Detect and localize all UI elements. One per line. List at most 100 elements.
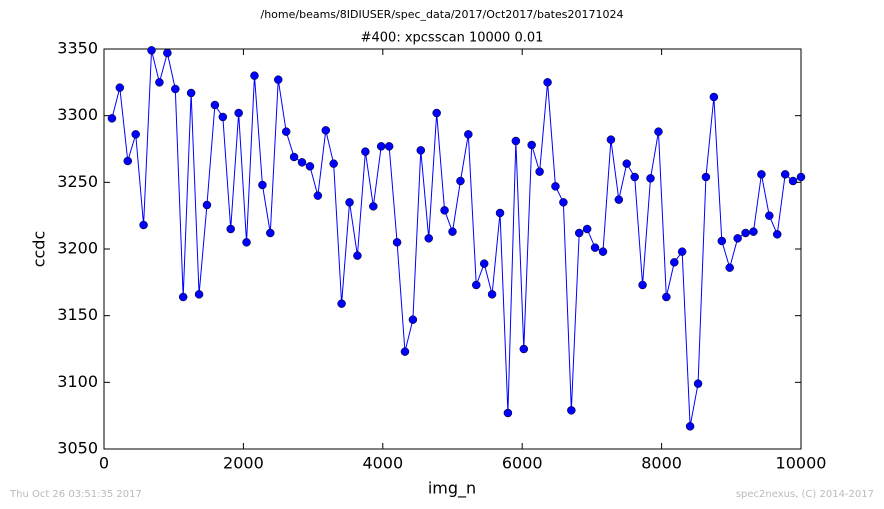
data-point [788,176,798,186]
data-point [479,259,489,268]
series-line [111,50,802,427]
data-point [218,112,228,122]
data-point [749,227,758,236]
data-point [472,280,481,290]
data-point [155,78,164,87]
data-point [376,142,386,151]
data-point [266,228,275,238]
footer-left: Thu Oct 26 03:51:35 2017 [9,489,142,500]
data-point [456,176,465,186]
data-point [400,347,410,356]
y-tick-label: 3250 [57,172,98,191]
data-point [369,202,378,211]
footer-right: spec2nexus, (C) 2014-2017 [736,489,874,500]
x-tick-label: 8000 [641,454,682,473]
x-tick-label: 4000 [362,454,403,473]
data-point [202,200,212,210]
data-point [503,408,513,418]
data-point [487,290,497,299]
data-point [519,344,529,354]
data-point [511,136,521,146]
data-point [408,315,418,324]
y-tick-label: 3050 [57,439,98,458]
chart-title: #400: xpcsscan 10000 0.01 [361,31,544,46]
data-point [416,146,426,155]
data-point [725,263,734,272]
data-point [115,83,125,92]
data-point [543,78,552,87]
data-point [638,280,647,290]
data-point [171,84,180,94]
x-tick-label: 10000 [776,454,827,473]
data-point [622,159,631,168]
data-point [313,191,323,200]
data-point [250,71,259,80]
data-point [178,292,188,302]
data-point [329,159,338,168]
data-point [693,379,703,388]
data-point [670,258,679,267]
data-point [495,208,505,218]
data-point [210,100,220,110]
data-point [551,182,560,191]
data-point [226,224,235,234]
data-point [337,299,346,308]
data-point [345,198,354,207]
y-tick-label: 3200 [57,239,98,258]
data-point [535,167,544,176]
data-point [574,228,584,238]
data-point [709,92,719,102]
data-point [685,422,695,431]
x-tick-label: 0 [99,454,109,473]
y-tick-label: 3100 [57,372,98,391]
data-point [559,198,568,207]
data-point [131,130,140,139]
data-point [123,156,133,166]
data-point [139,220,148,230]
data-point [590,243,600,252]
data-point [361,147,370,156]
data-point [194,290,204,299]
data-point [289,152,299,162]
data-point [598,247,608,256]
data-point [772,230,782,239]
suptitle: /home/beams/8IDIUSER/spec_data/2017/Oct2… [261,8,624,21]
data-point [614,195,624,204]
data-point [606,135,616,144]
data-point [654,127,663,136]
data-point [582,224,592,234]
data-point [242,238,251,247]
data-point [107,114,117,123]
data-point [646,174,655,183]
data-point [464,130,473,139]
data-point [281,127,291,136]
data-point [163,48,172,58]
data-point [567,406,576,415]
plot-frame [103,48,802,450]
data-point [258,180,267,190]
y-tick-label: 3350 [57,39,98,58]
data-point [527,140,536,150]
data-point [432,108,441,118]
data-point [147,46,156,55]
data-point [321,126,331,135]
x-tick-label: 2000 [223,454,264,473]
data-point [765,211,774,220]
data-point [757,170,766,179]
data-point [796,172,806,182]
data-point [733,234,742,243]
data-point [305,162,315,171]
data-point [701,172,711,182]
data-point [392,238,402,247]
data-point [780,170,790,179]
data-point [274,75,283,84]
x-tick-label: 6000 [502,454,543,473]
data-point [717,236,727,246]
data-point [384,142,394,151]
data-point [353,251,362,260]
data-point [297,158,307,167]
data-point [662,292,671,302]
data-point [630,172,639,182]
